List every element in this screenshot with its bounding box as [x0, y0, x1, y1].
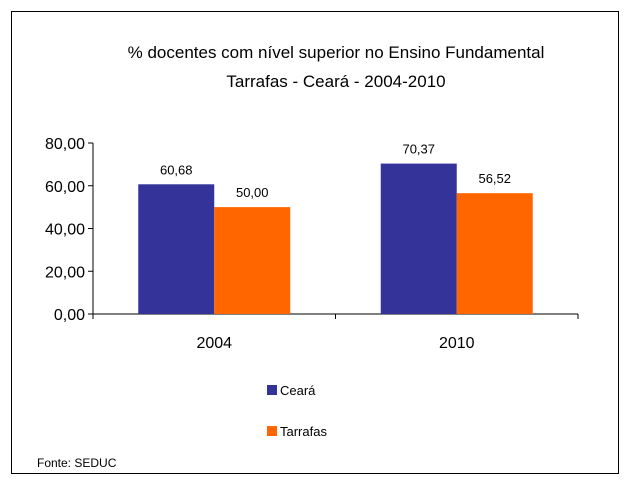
data-label: 50,00: [236, 185, 269, 200]
source-note: Fonte: SEDUC: [37, 456, 117, 470]
legend: Ceará Tarrafas: [267, 383, 327, 439]
bar-cear-2004: [138, 184, 215, 314]
chart-title-line-2: Tarrafas - Ceará - 2004-2010: [226, 72, 445, 91]
bar-tarrafas-2010: [456, 193, 533, 314]
y-tick-label: 60,00: [45, 179, 85, 196]
legend-label-tarrafas: Tarrafas: [280, 424, 327, 439]
chart-title-line-1: % docentes com nível superior no Ensino …: [128, 43, 545, 62]
data-label: 56,52: [478, 171, 511, 186]
bar-cear-2010: [380, 163, 457, 314]
bar-tarrafas-2004: [214, 207, 291, 314]
legend-swatch-tarrafas: [267, 426, 277, 436]
legend-label-ceara: Ceará: [280, 383, 316, 398]
x-category-label: 2010: [439, 335, 475, 352]
y-tick-label: 0,00: [54, 307, 85, 324]
data-label: 70,37: [402, 142, 435, 157]
x-category-label: 2004: [196, 335, 232, 352]
y-tick-label: 40,00: [45, 222, 85, 239]
y-tick-label: 80,00: [45, 136, 85, 153]
data-label: 60,68: [160, 162, 193, 177]
legend-swatch-ceara: [267, 385, 277, 395]
y-tick-label: 20,00: [45, 264, 85, 281]
plot-area: 0,00 20,00 40,00 60,00 80,00 60,68 50,00 2004 70…: [45, 136, 579, 352]
